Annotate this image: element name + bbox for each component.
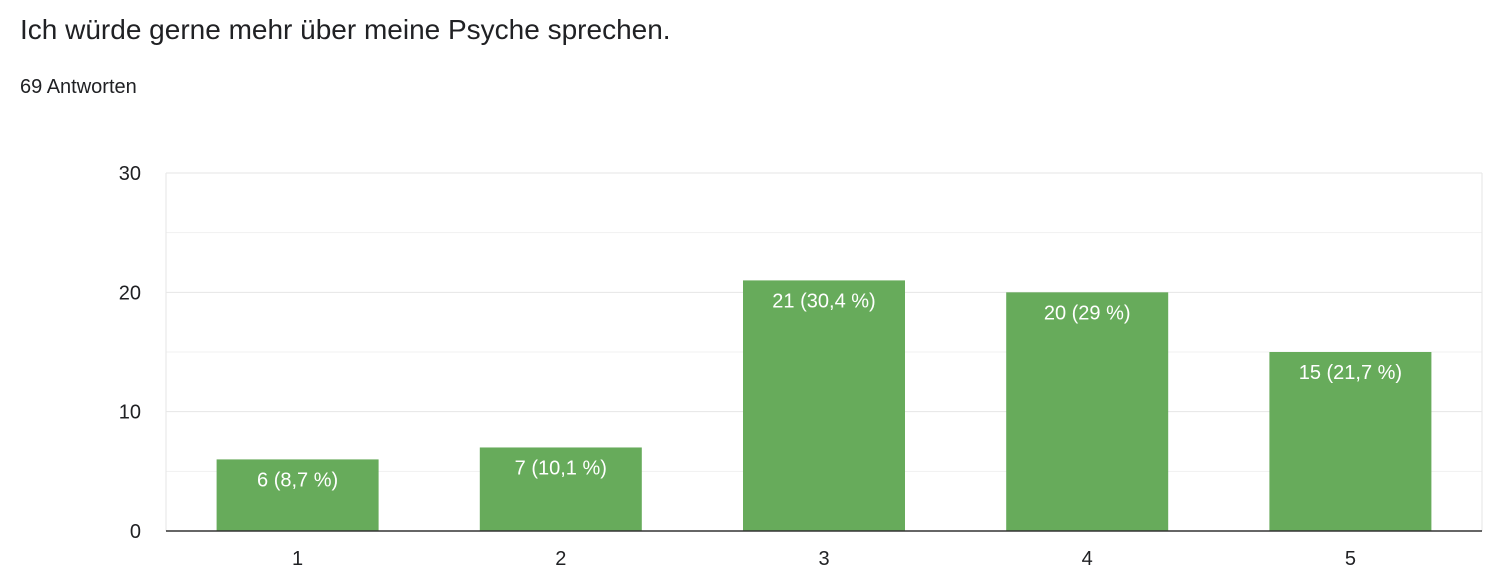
y-tick-label: 10 [119, 402, 141, 424]
x-tick-label: 4 [1082, 548, 1093, 570]
x-tick-label: 3 [818, 548, 829, 570]
bar-data-label: 20 (29 %) [1044, 302, 1131, 324]
x-tick-label: 1 [292, 548, 303, 570]
y-tick-label: 30 [119, 163, 141, 185]
bar [1269, 352, 1432, 531]
bar-data-label: 6 (8,7 %) [257, 469, 338, 491]
data-labels: 6 (8,7 %) 7 (10,1 %) 21 (30,4 %) 20 (29 %) 1… [257, 290, 1402, 491]
bar [1006, 292, 1169, 531]
question-title: Ich würde gerne mehr über meine Psyche s… [20, 14, 671, 45]
x-tick-label: 5 [1345, 548, 1356, 570]
response-count: 69 Antworten [20, 76, 137, 98]
y-tick-label: 0 [130, 521, 141, 543]
bar [216, 459, 379, 531]
bar-series [216, 280, 1432, 531]
x-tick-label: 2 [555, 548, 566, 570]
bar-data-label: 21 (30,4 %) [772, 290, 875, 312]
bar [743, 280, 905, 531]
bar-data-label: 7 (10,1 %) [515, 457, 607, 479]
axes: 0 10 20 30 1 2 3 4 5 [119, 163, 1482, 570]
bar [479, 447, 642, 531]
bar-data-label: 15 (21,7 %) [1299, 362, 1402, 384]
y-tick-label: 20 [119, 282, 141, 304]
